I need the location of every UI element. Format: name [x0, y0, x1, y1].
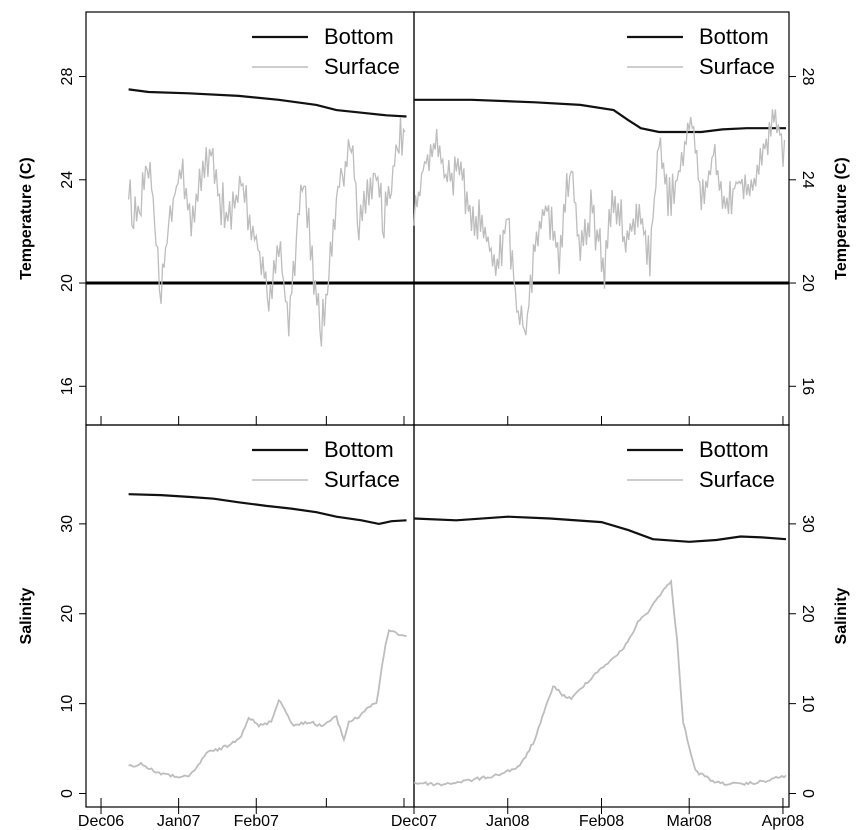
- x-tick-label: Mar08: [667, 813, 712, 830]
- legend-label-bottom: Bottom: [699, 24, 769, 49]
- y-axis-title: Temperature (C): [833, 157, 850, 279]
- y-tick-label: 10: [59, 695, 76, 713]
- chart-panel-sal-2007: 0 10 20 30 Salinity Dec06 Jan07 Feb07 Bottom Surf…: [18, 424, 415, 830]
- legend-label-surface: Surface: [699, 54, 775, 79]
- chart-panel-temp-2008: 16 20 24 28 Temperature (C) Bottom Surface: [413, 11, 850, 426]
- x-tick-label: Jan07: [157, 813, 201, 830]
- y-tick-label: 30: [799, 515, 816, 533]
- y-tick-label: 28: [799, 68, 816, 86]
- y-tick-label: 10: [799, 695, 816, 713]
- y-tick-label: 16: [59, 377, 76, 395]
- y-tick-label: 20: [799, 274, 816, 292]
- series-line-surface: [413, 109, 786, 336]
- x-tick-label: Jan08: [486, 813, 530, 830]
- y-axis-title: Temperature (C): [18, 157, 35, 279]
- x-tick-label: Dec06: [78, 813, 124, 830]
- legend-label-bottom: Bottom: [324, 437, 394, 462]
- y-tick-label: 30: [59, 515, 76, 533]
- x-tick-label: Feb08: [579, 813, 624, 830]
- series-line-surface: [128, 628, 407, 779]
- legend-label-bottom: Bottom: [699, 437, 769, 462]
- legend-label-surface: Surface: [324, 54, 400, 79]
- y-tick-label: 24: [59, 171, 76, 189]
- y-tick-label: 16: [799, 377, 816, 395]
- series-line-bottom: [128, 88, 407, 118]
- y-tick-label: 20: [799, 605, 816, 623]
- y-tick-label: 0: [799, 789, 816, 798]
- series-line-bottom: [413, 515, 787, 543]
- x-tick-label: Feb07: [234, 813, 279, 830]
- y-tick-label: 20: [59, 605, 76, 623]
- x-tick-label: Apr08: [762, 813, 805, 830]
- y-axis-title: Salinity: [833, 587, 850, 644]
- series-line-surface: [413, 578, 787, 787]
- legend-label-surface: Surface: [699, 467, 775, 492]
- x-tick-label: Dec07: [391, 813, 437, 830]
- y-tick-label: 28: [59, 68, 76, 86]
- y-tick-label: 20: [59, 274, 76, 292]
- chart-panel-temp-2007: 16 20 24 28 Temperature (C) Bottom Surface: [18, 11, 415, 426]
- legend-label-surface: Surface: [324, 467, 400, 492]
- y-tick-label: 0: [59, 789, 76, 798]
- legend-label-bottom: Bottom: [324, 24, 394, 49]
- chart-panel-sal-2008: 0 10 20 30 Salinity Dec07 Jan08 Feb08 Mar08 Apr08…: [391, 424, 850, 830]
- series-line-bottom: [414, 98, 786, 134]
- series-line-bottom: [128, 493, 407, 526]
- y-tick-label: 24: [799, 171, 816, 189]
- series-line-surface: [127, 116, 406, 347]
- y-axis-title: Salinity: [18, 587, 35, 644]
